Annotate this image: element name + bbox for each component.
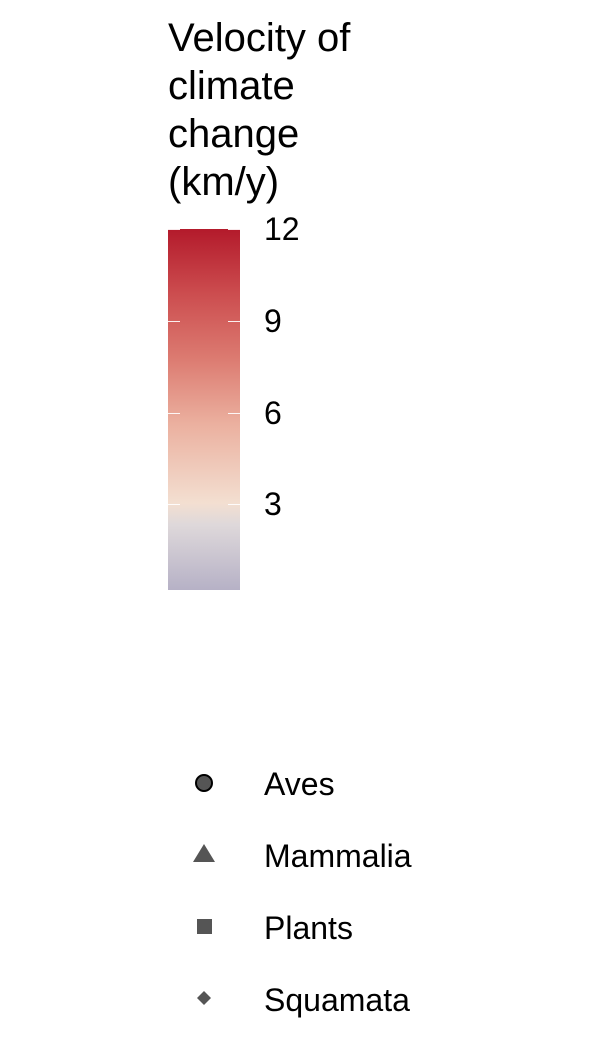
legend-item-plants: Plants [180, 908, 580, 948]
legend-label: Squamata [264, 982, 410, 1018]
colorbar-tick-right [228, 413, 240, 414]
circle-icon [195, 774, 213, 792]
legend-marker [195, 774, 213, 792]
colorbar-title: Velocity of climate change (km/y) [168, 16, 351, 204]
colorbar-tick-right [228, 321, 240, 322]
colorbar-tick-label: 12 [264, 211, 300, 247]
colorbar-tick-left [168, 229, 180, 230]
legend-item-mammalia: Mammalia [180, 836, 580, 876]
legend-marker [197, 919, 212, 934]
colorbar-tick-label: 3 [264, 486, 282, 522]
colorbar-tick-left [168, 321, 180, 322]
colorbar-tick-label: 6 [264, 395, 282, 431]
legend-item-squamata: Squamata [180, 980, 580, 1020]
colorbar-tick-label: 9 [264, 303, 282, 339]
legend-label: Mammalia [264, 838, 412, 874]
diamond-icon [197, 991, 211, 1005]
colorbar-tick-left [168, 413, 180, 414]
colorbar-tick-right [228, 504, 240, 505]
colorbar [168, 229, 240, 590]
colorbar-tick-left [168, 504, 180, 505]
legend-label: Aves [264, 766, 335, 802]
triangle-icon [193, 844, 215, 862]
legend-marker [193, 844, 215, 862]
square-icon [197, 919, 212, 934]
legend-item-aves: Aves [180, 764, 580, 804]
colorbar-tick-right [228, 229, 240, 230]
legend-label: Plants [264, 910, 353, 946]
legend-marker [197, 991, 211, 1005]
